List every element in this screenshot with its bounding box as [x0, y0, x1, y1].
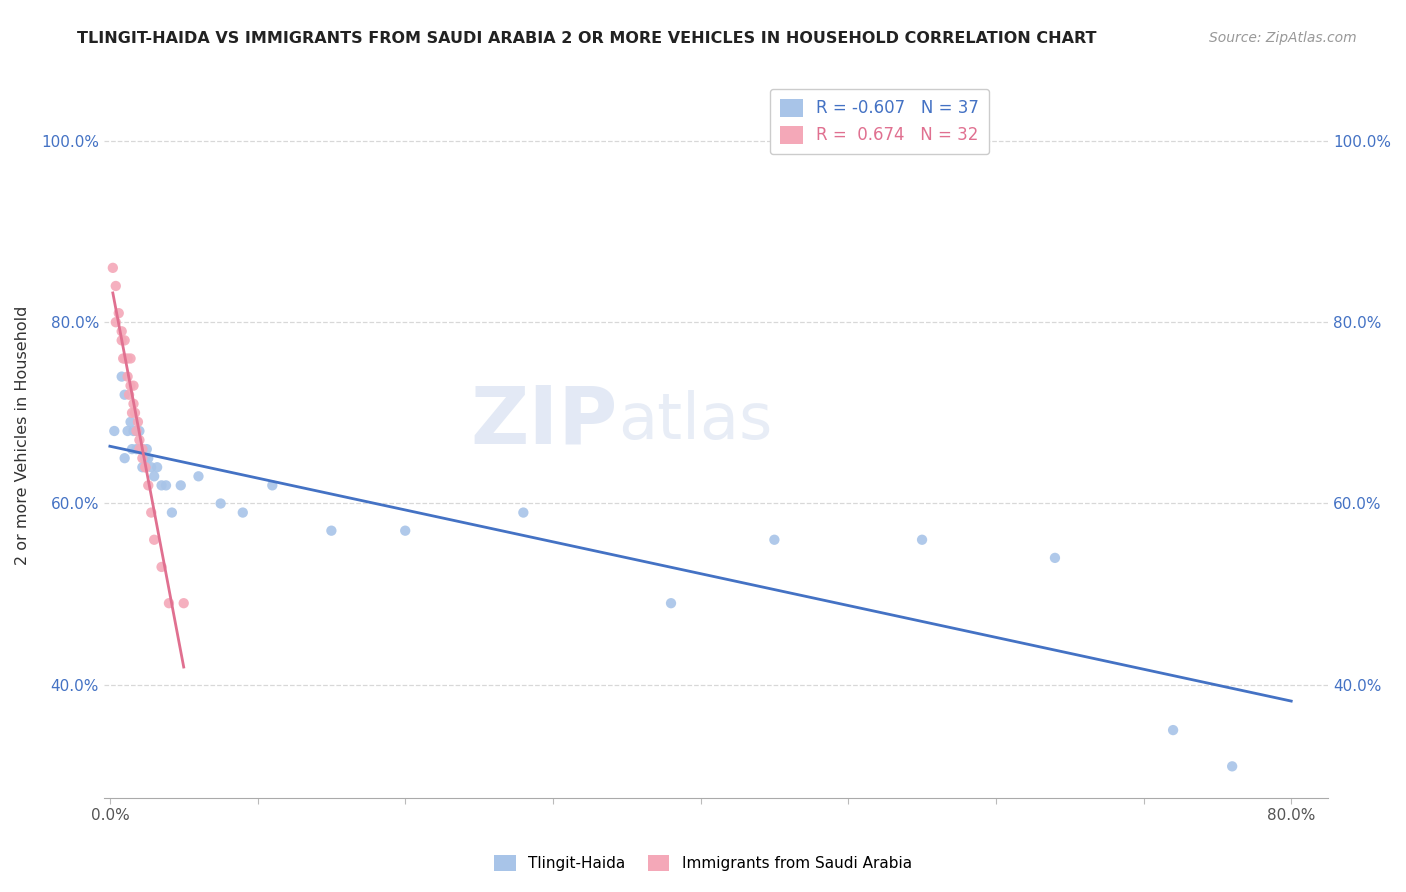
Point [125, 442, 148, 456]
Point [134, 460, 156, 475]
Point [112, 351, 135, 366]
Point [1220, 759, 1243, 773]
Point [143, 469, 166, 483]
Point [122, 378, 145, 392]
Point [118, 388, 141, 402]
Point [763, 533, 786, 547]
Point [394, 524, 416, 538]
Point [136, 451, 159, 466]
Point [141, 506, 163, 520]
Point [160, 506, 183, 520]
Point [120, 415, 142, 429]
Point [187, 469, 209, 483]
Text: atlas: atlas [619, 390, 772, 452]
Point [111, 334, 134, 348]
Point [150, 560, 173, 574]
Legend: R = -0.607   N = 37, R =  0.674   N = 32: R = -0.607 N = 37, R = 0.674 N = 32 [769, 88, 990, 154]
Point [131, 442, 153, 456]
Point [125, 424, 148, 438]
Point [321, 524, 343, 538]
Point [170, 478, 193, 492]
Point [128, 442, 150, 456]
Point [911, 533, 934, 547]
Point [128, 442, 150, 456]
Point [117, 424, 139, 438]
Point [127, 415, 149, 429]
Point [104, 279, 127, 293]
Point [124, 406, 146, 420]
Point [117, 369, 139, 384]
Point [117, 351, 139, 366]
Point [131, 460, 153, 475]
Legend: Tlingit-Haida, Immigrants from Saudi Arabia: Tlingit-Haida, Immigrants from Saudi Ara… [488, 849, 918, 877]
Point [659, 596, 682, 610]
Point [111, 369, 134, 384]
Point [128, 424, 150, 438]
Text: ZIP: ZIP [471, 382, 619, 460]
Point [150, 478, 173, 492]
Point [122, 397, 145, 411]
Point [512, 506, 534, 520]
Point [232, 506, 254, 520]
Point [125, 424, 148, 438]
Point [111, 324, 134, 338]
Point [104, 315, 127, 329]
Point [114, 388, 136, 402]
Point [114, 351, 136, 366]
Point [128, 433, 150, 447]
Point [120, 378, 142, 392]
Text: TLINGIT-HAIDA VS IMMIGRANTS FROM SAUDI ARABIA 2 OR MORE VEHICLES IN HOUSEHOLD CO: TLINGIT-HAIDA VS IMMIGRANTS FROM SAUDI A… [77, 31, 1097, 46]
Y-axis label: 2 or more Vehicles in Household: 2 or more Vehicles in Household [15, 306, 30, 566]
Point [136, 478, 159, 492]
Point [157, 596, 180, 610]
Point [146, 460, 169, 475]
Point [141, 460, 163, 475]
Point [134, 460, 156, 475]
Point [262, 478, 284, 492]
Text: Source: ZipAtlas.com: Source: ZipAtlas.com [1209, 31, 1357, 45]
Point [114, 334, 136, 348]
Point [155, 478, 177, 492]
Point [1043, 550, 1066, 565]
Point [107, 306, 129, 320]
Point [120, 351, 142, 366]
Point [121, 406, 143, 420]
Point [209, 496, 232, 510]
Point [114, 451, 136, 466]
Point [121, 442, 143, 456]
Point [122, 424, 145, 438]
Point [101, 260, 124, 275]
Point [135, 442, 157, 456]
Point [103, 424, 125, 438]
Point [131, 442, 153, 456]
Point [134, 451, 156, 466]
Point [1161, 723, 1184, 737]
Point [143, 533, 166, 547]
Point [131, 451, 153, 466]
Point [173, 596, 195, 610]
